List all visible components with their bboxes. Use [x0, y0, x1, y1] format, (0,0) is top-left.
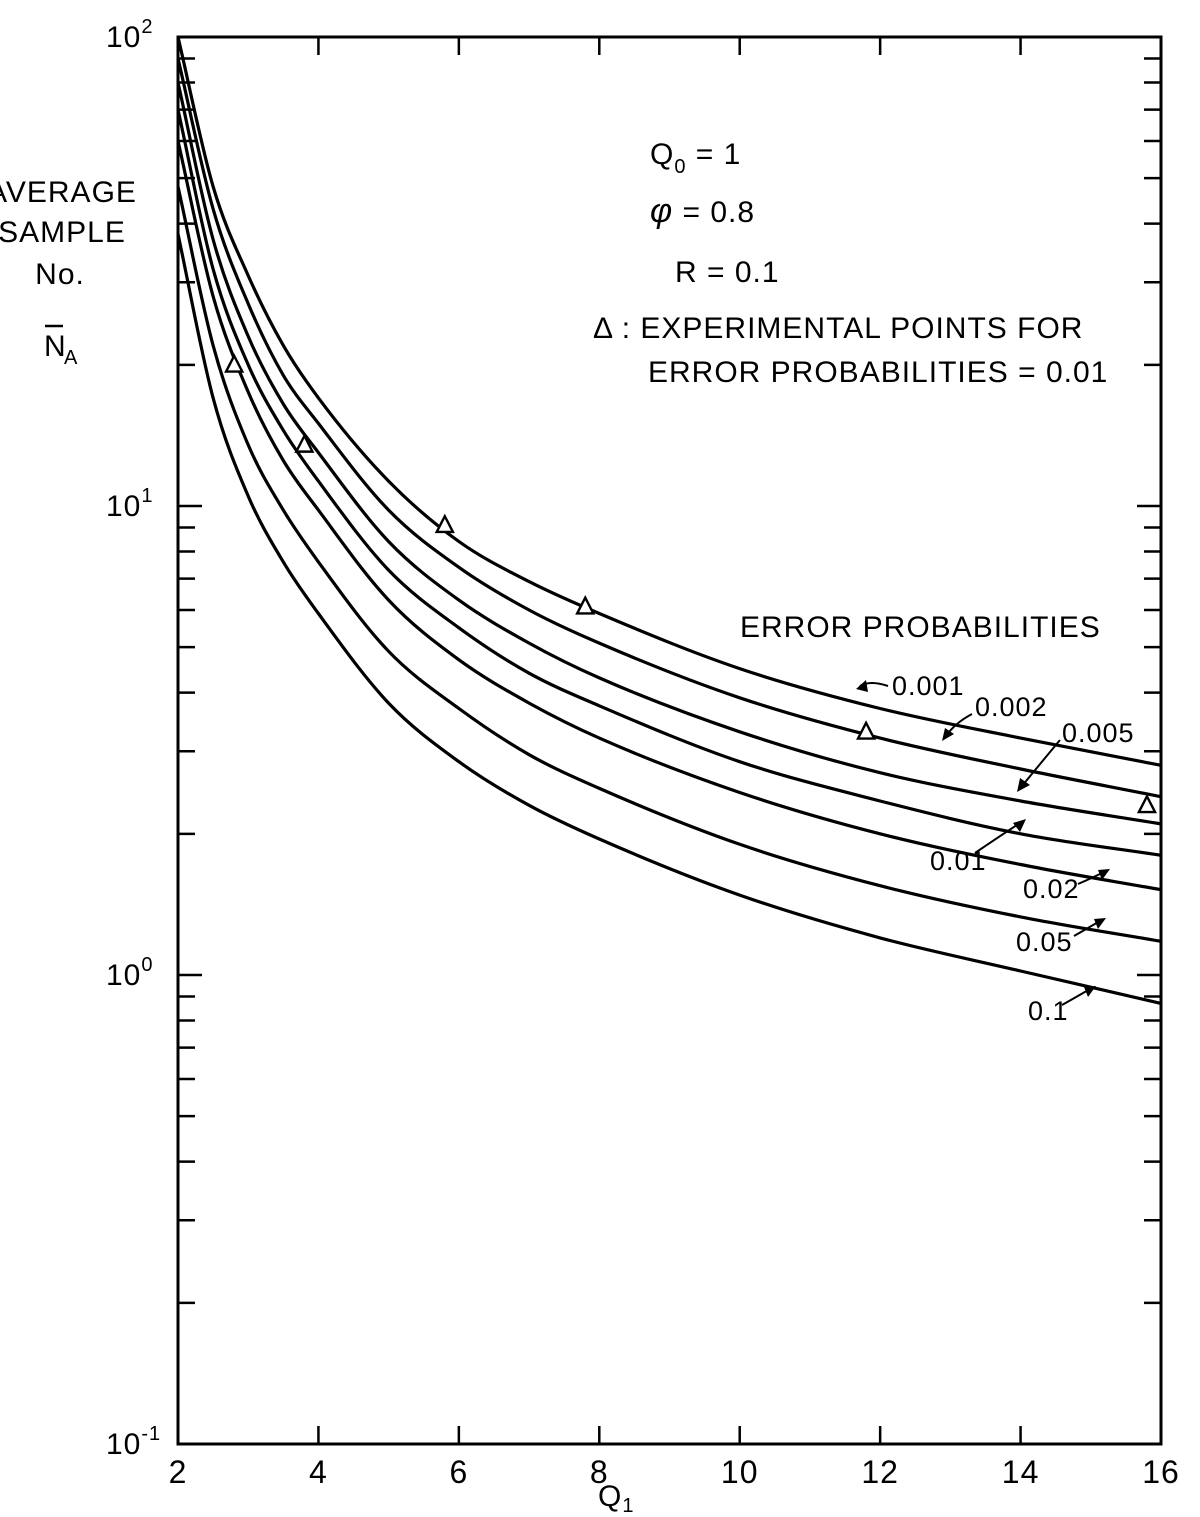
series-label-0.002: 0.002 [942, 692, 1048, 741]
series-label-text: 0.02 [1023, 874, 1080, 904]
series-label-text: 0.002 [975, 692, 1048, 722]
y-axis-label-line-1: AVERAGE [0, 176, 137, 209]
y-tick-label: 102 [106, 16, 154, 54]
x-tick-label: 8 [590, 1454, 609, 1490]
y-tick-label: 100 [106, 954, 154, 992]
series-line-0.001 [176, 36, 1162, 767]
x-axis-tick-labels: 2 4 6 8 10 12 14 16 [169, 1454, 1180, 1490]
x-axis-label-text: Q1 [598, 1480, 634, 1517]
series-line-0.01 [176, 109, 1162, 857]
parameter-annotations: Q0 = 1 φ = 0.8 R = 0.1 Δ : EXPERIMENTAL … [593, 138, 1108, 644]
annotation-legend-line-1: Δ : EXPERIMENTAL POINTS FOR [593, 312, 1083, 345]
y-tick-label: 101 [106, 485, 154, 523]
series-line-0.1 [176, 233, 1162, 1005]
arrow-head-icon [856, 680, 868, 692]
arrow-head-icon [1013, 819, 1026, 832]
x-tick-label: 10 [721, 1454, 759, 1490]
series-label-0.001: 0.001 [856, 671, 965, 701]
y-axis-label-line-3: No. [35, 258, 85, 291]
y-axis-label-symbol-subscript: A [64, 347, 78, 369]
annotation-r: R = 0.1 [675, 256, 780, 289]
experimental-point-triangle-icon [434, 513, 455, 534]
y-axis-label-line-2: SAMPLE [0, 216, 126, 249]
x-tick-label: 16 [1142, 1454, 1180, 1490]
annotation-legend-line-2: ERROR PROBABILITIES = 0.01 [648, 356, 1108, 389]
x-tick-label: 12 [861, 1454, 899, 1490]
series-curves [176, 36, 1162, 1005]
series-label-text: 0.1 [1028, 996, 1069, 1026]
x-tick-label: 2 [169, 1454, 188, 1490]
series-line-0.002 [176, 58, 1162, 799]
experimental-point-triangle-icon [575, 595, 596, 615]
experimental-point-triangle-icon [224, 353, 245, 373]
experimental-point-triangle-icon [1136, 793, 1158, 814]
series-line-0.005 [176, 82, 1162, 826]
series-line-0.05 [176, 186, 1162, 943]
annotation-q0: Q0 = 1 [650, 138, 741, 178]
axis-ticks [176, 37, 1163, 1446]
y-axis-label: AVERAGE SAMPLE No. N A [0, 176, 137, 369]
arrow-head-icon [1098, 869, 1110, 880]
experimental-point-triangle-icon [856, 720, 877, 740]
series-label-0.01: 0.01 [930, 819, 1026, 876]
series-label-0.02: 0.02 [1023, 869, 1110, 904]
arrow-head-icon [1094, 918, 1106, 929]
series-labels: 0.001 0.002 0.005 0.01 0.02 0.05 [856, 671, 1135, 1026]
series-label-text: 0.001 [892, 671, 965, 701]
series-label-text: 0.05 [1016, 927, 1073, 957]
x-axis-label: Q1 [598, 1480, 634, 1517]
x-tick-label: 4 [309, 1454, 328, 1490]
experimental-point-triangle-icon [294, 433, 315, 453]
annotation-phi: φ = 0.8 [650, 192, 755, 230]
arrow-head-icon [1084, 986, 1096, 997]
arrow-head-icon [1017, 778, 1030, 792]
series-line-0.02 [176, 140, 1162, 892]
series-label-0.1: 0.1 [1028, 986, 1096, 1026]
y-axis-tick-labels: 10-1 100 101 102 [106, 16, 161, 1461]
y-axis-label-symbol: N [44, 330, 67, 363]
plot-area-frame [176, 35, 1163, 1446]
arrow-head-icon [942, 728, 954, 741]
y-tick-label: 10-1 [106, 1423, 161, 1461]
series-label-text: 0.005 [1062, 718, 1135, 748]
series-heading: ERROR PROBABILITIES [740, 611, 1101, 644]
x-tick-label: 6 [449, 1454, 468, 1490]
experimental-points [224, 353, 1158, 814]
x-tick-label: 14 [1002, 1454, 1040, 1490]
series-label-0.005: 0.005 [1017, 718, 1135, 792]
series-label-0.05: 0.05 [1016, 918, 1106, 957]
